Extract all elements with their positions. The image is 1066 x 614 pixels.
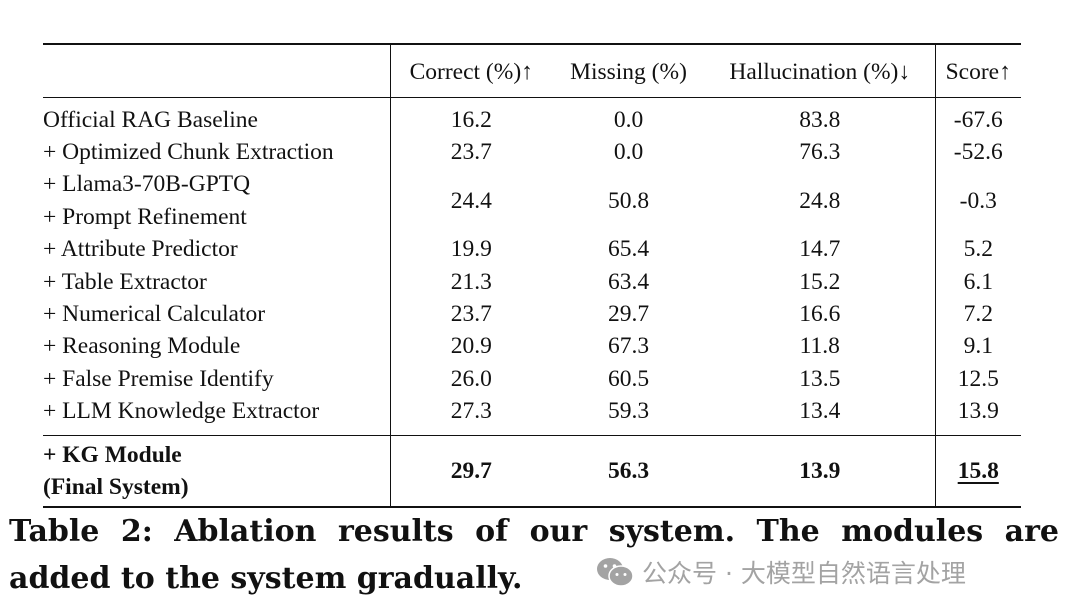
correct-cell: 19.9 xyxy=(389,233,552,266)
table-row: + False Premise Identify 26.0 60.5 13.5 … xyxy=(43,362,1021,396)
correct-cell: 26.0 xyxy=(389,362,552,396)
hallucination-cell: 16.6 xyxy=(799,301,841,328)
correct-cell: 29.7 xyxy=(389,435,552,508)
correct-cell: 27.3 xyxy=(389,395,552,436)
table-row: Official RAG Baseline 16.2 0.0 83.8 -67.… xyxy=(43,97,1021,136)
method-cell: + Reasoning Module xyxy=(43,333,241,360)
hallucination-cell: 15.2 xyxy=(799,268,841,295)
method-cell: Official RAG Baseline xyxy=(43,106,258,133)
table-row: + Attribute Predictor 19.9 65.4 14.7 5.2 xyxy=(43,233,1021,266)
score-cell: 15.8 xyxy=(934,435,1021,508)
method-cell: + KG Module (Final System) xyxy=(43,436,390,508)
method-line: (Final System) xyxy=(43,474,189,501)
missing-cell: 65.4 xyxy=(607,236,650,263)
correct-cell: 16.2 xyxy=(389,97,552,136)
correct-cell: 23.7 xyxy=(389,297,552,331)
hallucination-cell: 14.7 xyxy=(799,236,841,263)
method-cell: + Numerical Calculator xyxy=(43,301,266,328)
correct-cell: 24.4 xyxy=(389,168,552,234)
method-line: + Llama3-70B-GPTQ xyxy=(43,171,251,198)
method-line: + Prompt Refinement xyxy=(43,203,247,230)
table-caption: Table 2: Ablation results of our system.… xyxy=(9,514,1059,596)
missing-cell: 0.0 xyxy=(613,106,644,133)
correct-cell: 21.3 xyxy=(389,265,552,298)
hallucination-cell: 76.3 xyxy=(799,139,841,166)
method-cell: + Optimized Chunk Extraction xyxy=(43,139,334,166)
missing-cell: 0.0 xyxy=(613,139,644,166)
method-cell: + Table Extractor xyxy=(43,268,207,295)
table-row: + Numerical Calculator 23.7 29.7 16.6 7.… xyxy=(43,297,1021,331)
wechat-icon xyxy=(597,558,634,587)
missing-cell: 50.8 xyxy=(607,187,650,214)
hallucination-cell: 24.8 xyxy=(799,187,841,214)
header-correct: Correct (%)↑ xyxy=(389,44,552,97)
score-cell: 12.5 xyxy=(934,362,1021,396)
score-cell: -0.3 xyxy=(934,168,1021,234)
best-score: 15.8 xyxy=(957,458,999,485)
header-hallucination: Hallucination (%)↓ xyxy=(729,58,911,85)
hallucination-cell: 83.8 xyxy=(799,106,841,133)
hallucination-cell: 11.8 xyxy=(799,333,840,360)
table-row: + Reasoning Module 20.9 67.3 11.8 9.1 xyxy=(43,330,1021,363)
method-cell: + Llama3-70B-GPTQ + Prompt Refinement xyxy=(43,168,390,233)
method-cell: + LLM Knowledge Extractor xyxy=(43,398,320,425)
hallucination-cell: 13.4 xyxy=(799,398,841,425)
missing-cell: 29.7 xyxy=(607,301,650,328)
hallucination-cell: 13.5 xyxy=(799,365,841,392)
missing-cell: 67.3 xyxy=(607,333,650,360)
score-cell: 6.1 xyxy=(934,265,1021,298)
score-cell: 7.2 xyxy=(934,297,1021,331)
header-score: Score↑ xyxy=(934,44,1021,97)
missing-cell: 60.5 xyxy=(607,365,650,392)
table-row: + Table Extractor 21.3 63.4 15.2 6.1 xyxy=(43,265,1021,298)
header-method xyxy=(43,44,390,97)
method-cell: + False Premise Identify xyxy=(43,365,274,392)
score-cell: 5.2 xyxy=(934,233,1021,266)
score-cell: 13.9 xyxy=(934,395,1021,436)
method-cell: + Attribute Predictor xyxy=(43,236,238,263)
hallucination-cell: 13.9 xyxy=(799,458,841,485)
missing-cell: 63.4 xyxy=(607,268,650,295)
score-cell: 9.1 xyxy=(934,330,1021,363)
table-row: + Optimized Chunk Extraction 23.7 0.0 76… xyxy=(43,135,1021,169)
correct-cell: 23.7 xyxy=(389,135,552,169)
ablation-table: Correct (%)↑ Missing (%) Hallucination (… xyxy=(43,43,1021,508)
table-row: + LLM Knowledge Extractor 27.3 59.3 13.4… xyxy=(43,395,1021,436)
table-header-row: Correct (%)↑ Missing (%) Hallucination (… xyxy=(43,44,1021,97)
missing-cell: 56.3 xyxy=(607,458,650,485)
final-system-row: + KG Module (Final System) 29.7 56.3 13.… xyxy=(43,435,1021,508)
score-cell: -52.6 xyxy=(934,135,1021,169)
score-cell: -67.6 xyxy=(934,97,1021,136)
table-row: + Llama3-70B-GPTQ + Prompt Refinement 24… xyxy=(43,168,1021,234)
missing-cell: 59.3 xyxy=(607,398,650,425)
header-missing: Missing (%) xyxy=(570,58,687,85)
watermark: 公众号 · 大模型自然语言处理 xyxy=(596,554,966,590)
method-line: + KG Module xyxy=(43,442,182,469)
correct-cell: 20.9 xyxy=(389,330,552,363)
watermark-text: 公众号 · 大模型自然语言处理 xyxy=(642,559,966,588)
